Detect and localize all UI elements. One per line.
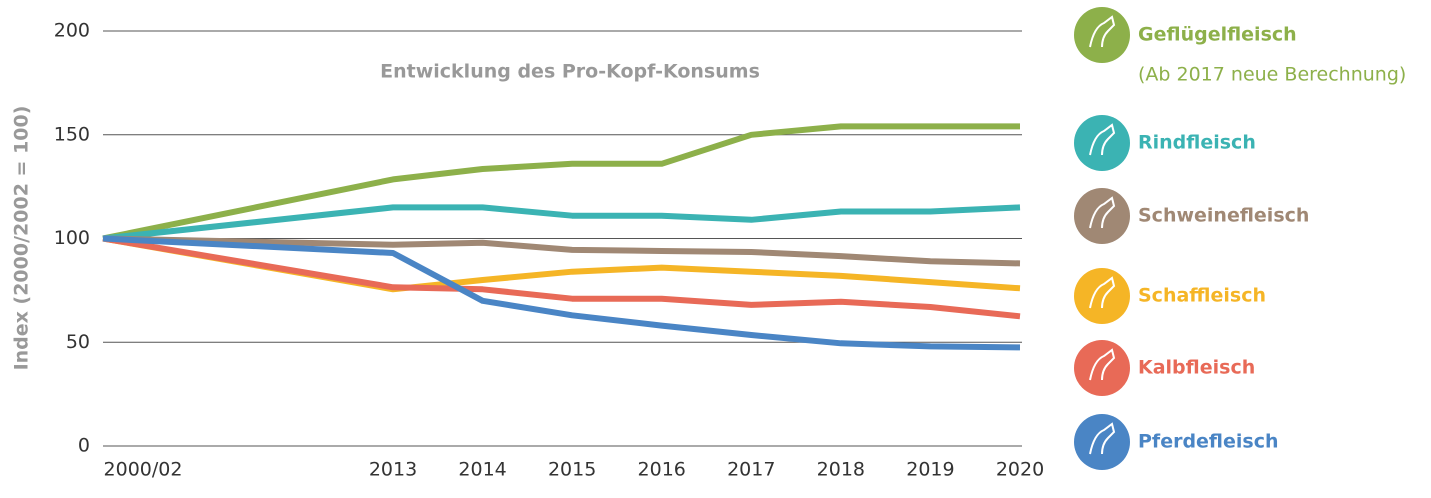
legend-icon-glyph — [1089, 15, 1116, 48]
legend-label: Schweinefleisch — [1138, 205, 1309, 227]
legend-icon-glyph — [1089, 422, 1116, 455]
data-line — [102, 123, 1020, 242]
data-line — [102, 235, 1021, 267]
legend-label: Pferdefleisch — [1138, 431, 1279, 453]
x-tick-label: 2020 — [996, 459, 1044, 481]
x-tick-label: 2016 — [638, 459, 686, 481]
y-tick-label: 200 — [54, 20, 90, 42]
x-tick-label: 2013 — [369, 459, 417, 481]
y-tick-label: 100 — [54, 227, 90, 249]
legend-icon-glyph — [1089, 196, 1116, 229]
y-axis-label: Index (2000/2002 = 100) — [11, 106, 33, 371]
x-tick-label: 2014 — [458, 459, 506, 481]
legend-icon-glyph — [1089, 276, 1116, 309]
x-tick-label: 2015 — [548, 459, 596, 481]
x-tick-label: 2019 — [906, 459, 954, 481]
legend-label: Geflügelfleisch — [1138, 24, 1297, 46]
data-line — [102, 235, 1021, 351]
legend-icon — [1074, 115, 1130, 171]
legend-icon — [1074, 340, 1130, 396]
legend-icon-glyph — [1089, 348, 1116, 381]
legend-icon — [1074, 414, 1130, 470]
legend-label: Kalbfleisch — [1138, 357, 1255, 379]
y-tick-label: 150 — [54, 123, 90, 145]
y-tick-label: 50 — [66, 331, 90, 353]
x-tick-label: 2000/02 — [104, 459, 183, 481]
legend-label: Schaffleisch — [1138, 285, 1266, 307]
data-line — [102, 235, 1021, 320]
x-tick-label: 2017 — [727, 459, 775, 481]
legend-icon-glyph — [1089, 123, 1116, 156]
legend-icon — [1074, 188, 1130, 244]
x-tick-label: 2018 — [817, 459, 865, 481]
data-line — [102, 204, 1021, 242]
y-tick-label: 0 — [78, 435, 90, 457]
legend-note: (Ab 2017 neue Berechnung) — [1138, 64, 1406, 86]
legend-icon — [1074, 268, 1130, 324]
chart-title: Entwicklung des Pro-Kopf-Konsums — [380, 61, 760, 83]
legend-icon — [1074, 7, 1130, 63]
legend-label: Rindfleisch — [1138, 132, 1256, 154]
